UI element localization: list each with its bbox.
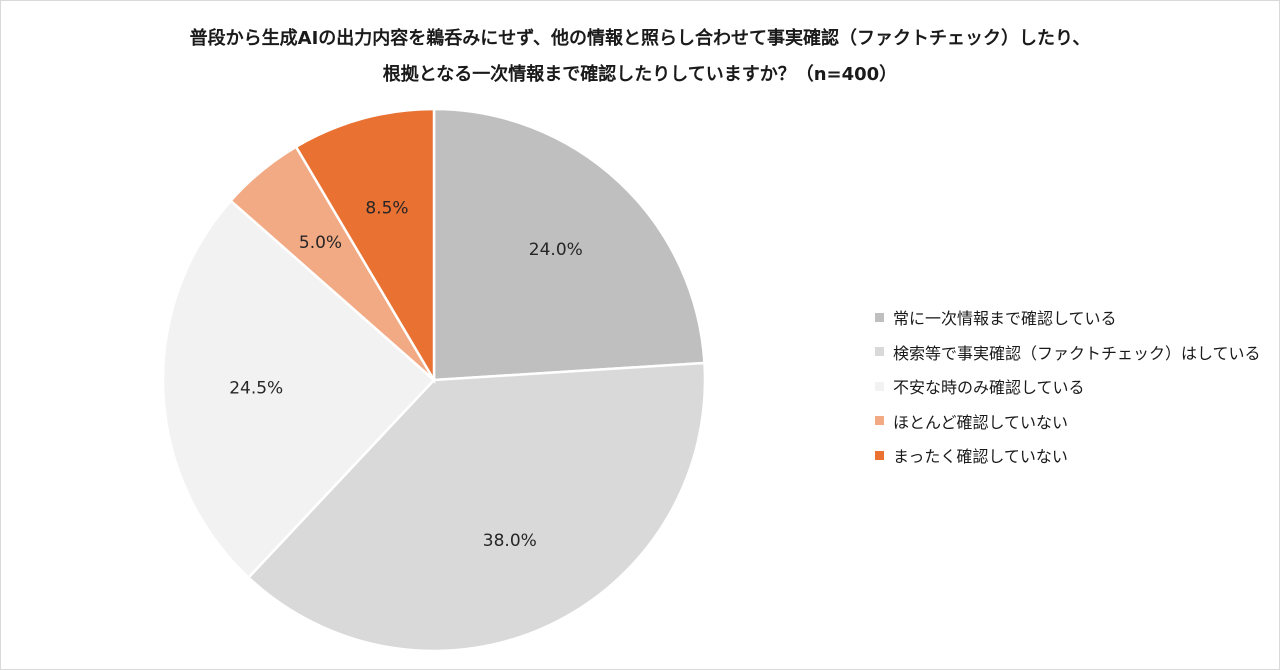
legend: 常に一次情報まで確認している 検索等で事実確認（ファクトチェック）はしている 不… xyxy=(875,300,1261,473)
legend-swatch xyxy=(875,347,884,357)
chart-title: 普段から生成AIの出力内容を鵜呑みにせず、他の情報と照らし合わせて事実確認（ファ… xyxy=(1,21,1279,93)
chart-title-line-1: 普段から生成AIの出力内容を鵜呑みにせず、他の情報と照らし合わせて事実確認（ファ… xyxy=(189,28,1091,49)
legend-item: 不安な時のみ確認している xyxy=(875,369,1261,404)
chart-title-line-2: 根拠となる一次情報まで確認したりしていますか？（n=400） xyxy=(382,64,898,85)
slice-percent-label: 5.0% xyxy=(299,233,342,253)
legend-label: 検索等で事実確認（ファクトチェック）はしている xyxy=(893,343,1261,363)
legend-item: まったく確認していない xyxy=(875,438,1261,473)
legend-swatch xyxy=(875,381,884,391)
legend-label: まったく確認していない xyxy=(893,447,1068,467)
pie-slice xyxy=(161,199,436,580)
legend-swatch xyxy=(875,312,884,322)
slice-percent-label: 8.5% xyxy=(365,198,408,218)
pie-slice xyxy=(432,107,706,382)
legend-item: 常に一次情報まで確認している xyxy=(875,300,1261,335)
slice-percent-label: 24.5% xyxy=(229,378,283,398)
pie-slice xyxy=(246,361,707,653)
legend-swatch xyxy=(875,416,884,426)
legend-item: 検索等で事実確認（ファクトチェック）はしている xyxy=(875,335,1261,370)
legend-swatch xyxy=(875,450,884,460)
legend-item: ほとんど確認していない xyxy=(875,404,1261,439)
slice-percent-label: 24.0% xyxy=(529,240,583,260)
pie-slice xyxy=(294,107,436,385)
legend-label: 不安な時のみ確認している xyxy=(893,378,1085,398)
legend-label: 常に一次情報まで確認している xyxy=(893,309,1117,329)
legend-label: ほとんど確認していない xyxy=(893,412,1069,432)
slice-percent-label: 38.0% xyxy=(483,531,537,551)
